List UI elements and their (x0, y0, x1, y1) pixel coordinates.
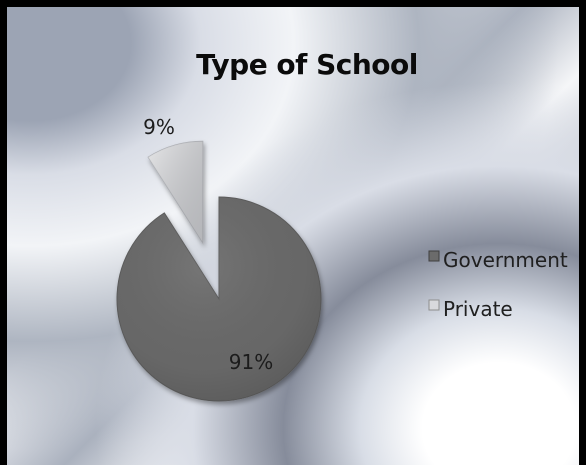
legend-swatch-private (428, 299, 440, 311)
data-label-government: 91% (229, 350, 273, 374)
legend-swatch-government (428, 250, 440, 262)
pie-slices (116, 140, 322, 402)
chart-title: Type of School (196, 48, 418, 81)
legend: Government Private (428, 248, 568, 321)
legend-label-private: Private (443, 297, 513, 321)
data-label-private: 9% (143, 115, 175, 139)
pie-slice-government (116, 196, 322, 402)
chart-canvas: Type of School Government Private 91% 9% (116, 48, 568, 402)
legend-label-government: Government (443, 248, 568, 272)
